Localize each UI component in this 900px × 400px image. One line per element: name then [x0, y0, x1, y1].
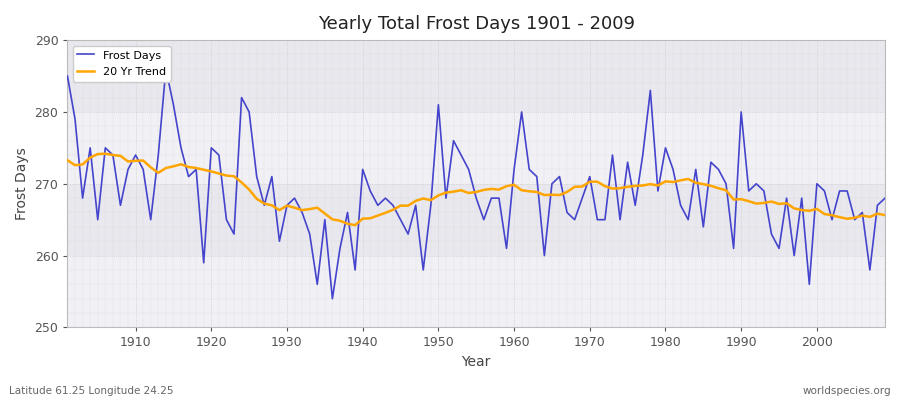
20 Yr Trend: [62, 158, 73, 163]
Title: Yearly Total Frost Days 1901 - 2009: Yearly Total Frost Days 1901 - 2009: [318, 15, 634, 33]
Frost Days: [879, 196, 890, 200]
20 Yr Trend: [342, 221, 353, 226]
Frost Days: [160, 66, 171, 71]
Text: Latitude 61.25 Longitude 24.25: Latitude 61.25 Longitude 24.25: [9, 386, 174, 396]
Frost Days: [350, 268, 361, 272]
20 Yr Trend: [615, 186, 626, 191]
20 Yr Trend: [130, 158, 141, 163]
20 Yr Trend: [100, 151, 111, 156]
Frost Days: [524, 167, 535, 172]
Frost Days: [327, 296, 338, 301]
20 Yr Trend: [524, 189, 535, 194]
Frost Days: [615, 217, 626, 222]
Line: 20 Yr Trend: 20 Yr Trend: [68, 154, 885, 225]
Frost Days: [297, 210, 308, 215]
Y-axis label: Frost Days: Frost Days: [15, 147, 29, 220]
X-axis label: Year: Year: [462, 355, 490, 369]
20 Yr Trend: [297, 208, 308, 212]
20 Yr Trend: [517, 188, 527, 193]
Line: Frost Days: Frost Days: [68, 69, 885, 299]
Bar: [68, 184, 885, 256]
Legend: Frost Days, 20 Yr Trend: Frost Days, 20 Yr Trend: [73, 46, 171, 82]
Bar: [68, 40, 885, 112]
Text: worldspecies.org: worldspecies.org: [803, 386, 891, 396]
Frost Days: [122, 167, 133, 172]
20 Yr Trend: [350, 223, 361, 228]
20 Yr Trend: [879, 213, 890, 218]
Frost Days: [62, 74, 73, 78]
Frost Days: [517, 110, 527, 114]
